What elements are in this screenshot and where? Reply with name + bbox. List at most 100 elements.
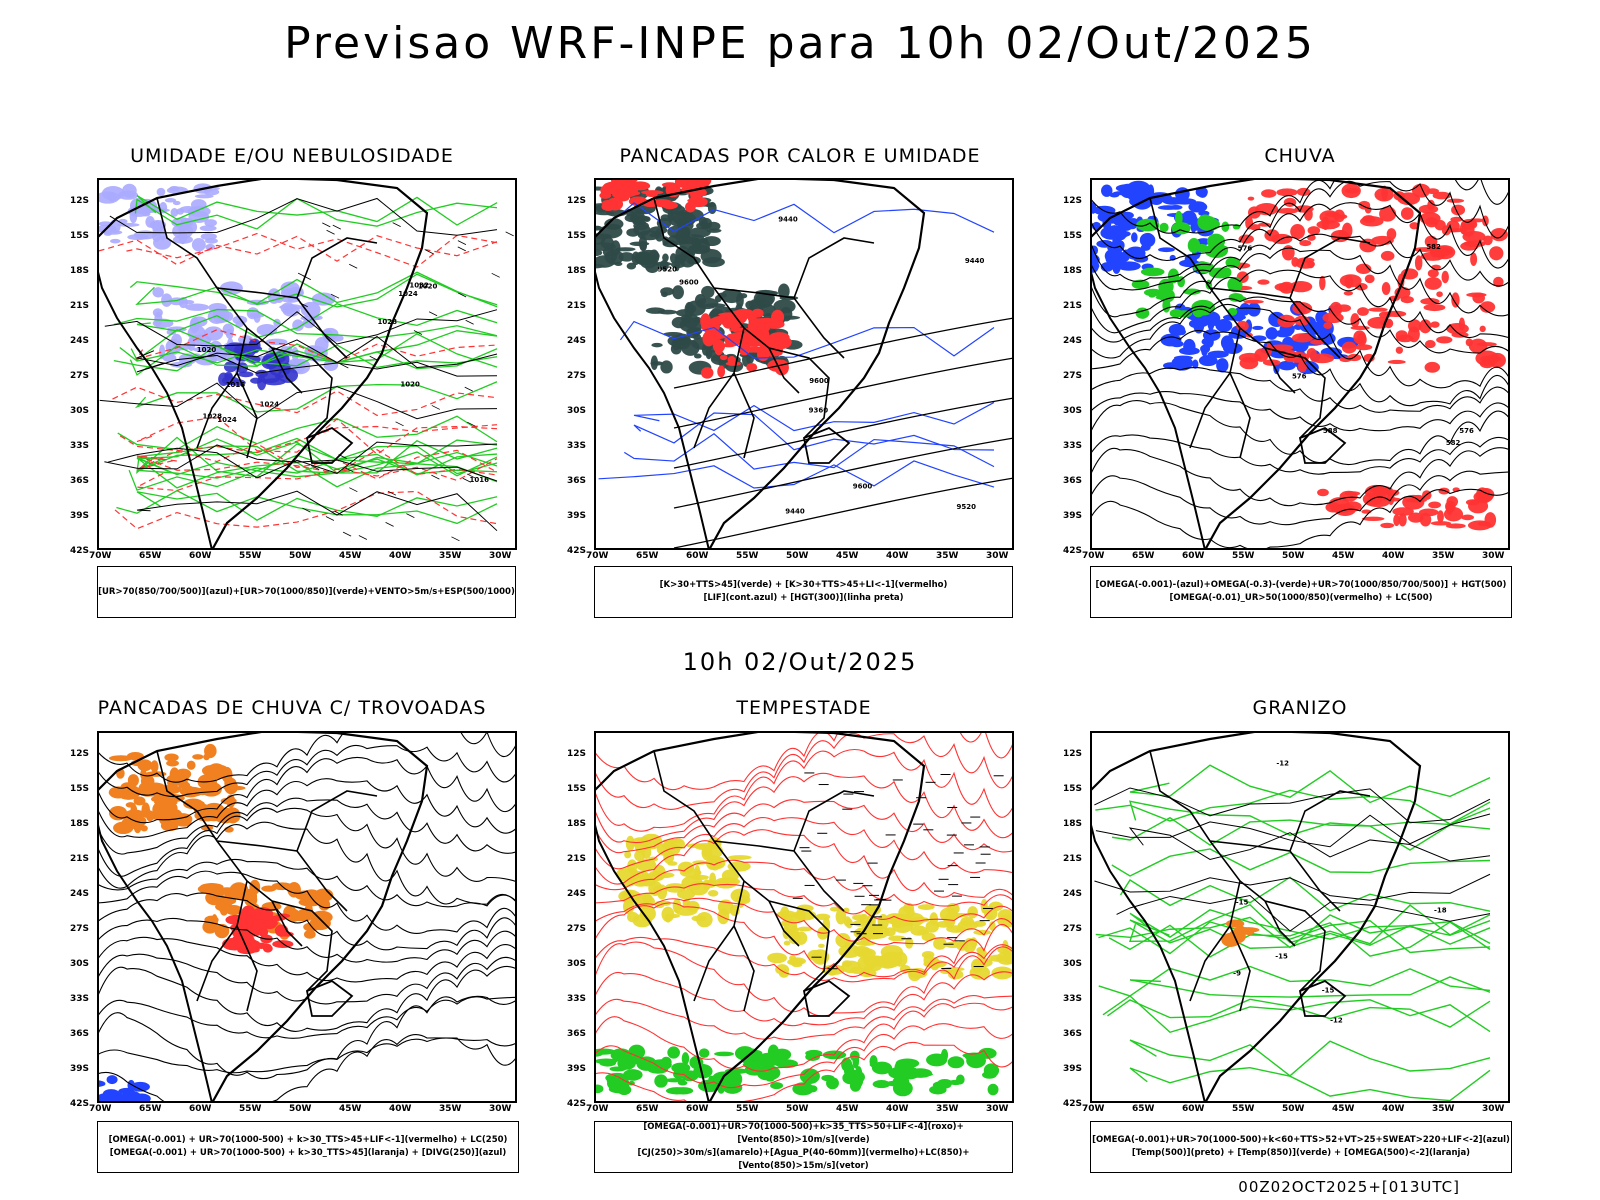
thunder-red-area <box>245 924 262 937</box>
wind850-green-area <box>892 1075 910 1087</box>
instability-green-area <box>698 216 708 228</box>
omega-red-area <box>1407 319 1422 333</box>
omega-blue-area <box>1239 303 1251 316</box>
contour-label: 1032 <box>409 282 429 290</box>
lat-tick-label: 42S <box>567 546 587 556</box>
contour-label: -15 <box>1236 899 1249 907</box>
lat-tick-label: 21S <box>70 854 90 864</box>
instability-green-area <box>680 314 692 324</box>
humidity-low-contour <box>117 415 498 451</box>
omega-red-area <box>1482 488 1491 503</box>
omega-red-area <box>1361 516 1385 522</box>
wind850-green-area <box>926 1053 948 1067</box>
hgt500-streamline <box>1090 470 1510 526</box>
instability-green-area <box>701 285 715 299</box>
lc850-streamline <box>594 859 1014 907</box>
thunder-orange-area <box>124 809 146 821</box>
hgt300-contour <box>673 317 1014 389</box>
omega-blue-area <box>1169 205 1183 210</box>
jet-yellow-area <box>665 913 680 919</box>
temp850-contour <box>1129 976 1491 998</box>
wind-vector <box>465 319 474 325</box>
omega-red-area <box>1483 235 1493 246</box>
humidity-blue-area <box>253 312 261 323</box>
lc850-streamline <box>594 941 1014 1017</box>
contour-label: 1020 <box>400 381 420 389</box>
run-timestamp: 00Z02OCT2025+[013UTC] <box>1238 1178 1460 1196</box>
lat-tick-label: 15S <box>70 231 90 241</box>
lat-tick-label: 12S <box>1063 196 1083 206</box>
jet-yellow-area <box>690 874 709 881</box>
thunder-orange-area <box>108 755 133 762</box>
wind-vector <box>325 516 335 521</box>
lon-tick-label: 50W <box>1282 1104 1305 1114</box>
lat-tick-label: 36S <box>567 476 587 486</box>
lc250-streamline <box>97 965 517 1032</box>
lat-tick-label: 30S <box>1063 959 1083 969</box>
wind850-green-area <box>956 1074 965 1085</box>
thunder-orange-area <box>133 819 142 834</box>
instability-green-area <box>629 241 650 247</box>
omega-red-area <box>1341 183 1361 199</box>
omega-red-area <box>1437 510 1444 523</box>
wind-vector <box>369 355 378 361</box>
omega-red-area <box>1381 185 1388 201</box>
wind850-green-area <box>727 1071 743 1088</box>
temp850-contour <box>1095 914 1491 949</box>
lat-tick-label: 21S <box>567 854 587 864</box>
lon-tick-label: 35W <box>439 551 462 561</box>
wind850-green-area <box>947 1056 965 1069</box>
omega-blue-area <box>1115 184 1138 193</box>
lon-tick-label: 60W <box>189 1104 212 1114</box>
humidity-blue-area <box>199 225 217 232</box>
jet-yellow-area <box>696 911 713 928</box>
instability-red-area <box>722 317 740 325</box>
wind850-green-area <box>628 1044 646 1060</box>
instability-red-area <box>601 202 616 211</box>
hgt500-streamline <box>1090 488 1510 550</box>
thunder-orange-area <box>139 817 147 826</box>
map-trovoadas <box>97 731 517 1103</box>
lat-tick-label: 33S <box>567 441 587 451</box>
jet-yellow-area <box>721 869 739 882</box>
lc850-streamline <box>594 971 1014 1027</box>
wind-vector <box>310 465 320 470</box>
thunder-orange-area <box>166 760 179 767</box>
humidity-blue-area <box>171 333 182 347</box>
humidity-blue-area <box>189 317 200 333</box>
omega-blue-area <box>1223 342 1243 355</box>
legend-line: [OMEGA(-0.01)_UR>50(1000/850)(vermelho) … <box>1169 593 1433 603</box>
wind-vector <box>466 473 476 479</box>
omega-blue-area <box>1177 328 1187 336</box>
humidity-low-contour <box>136 194 498 226</box>
country-borders <box>653 750 875 1012</box>
instability-green-area <box>700 237 709 244</box>
omega-blue-area <box>1207 350 1229 358</box>
omega-red-area <box>1423 303 1446 312</box>
lon-tick-label: 30W <box>489 1104 512 1114</box>
humidity-dark-area <box>265 360 278 369</box>
thunder-orange-area <box>296 908 314 922</box>
temp850-contour <box>1098 965 1491 997</box>
instability-red-area <box>738 342 751 356</box>
thunder-red-area <box>246 915 266 920</box>
temp850-contour <box>1129 800 1491 836</box>
contour-label: 576 <box>1459 427 1474 435</box>
hgt500-streamline <box>1090 202 1510 282</box>
lat-tick-label: 33S <box>70 441 90 451</box>
hgt500-streamline <box>1090 400 1510 466</box>
jet-yellow-area <box>625 835 635 852</box>
omega-red-area <box>1445 523 1466 529</box>
instability-red-area <box>685 201 696 213</box>
instability-green-area <box>693 353 702 359</box>
omega-red-area <box>1341 341 1357 354</box>
country-borders <box>1149 197 1371 459</box>
wind-vector <box>349 263 358 269</box>
omega500-orange-area <box>1225 919 1245 928</box>
wind850-green-area <box>650 1059 672 1071</box>
thunder-orange-area <box>150 760 159 773</box>
omega-red-area <box>1430 521 1452 526</box>
lat-tick-label: 27S <box>1063 371 1083 381</box>
instability-red-area <box>717 365 726 378</box>
omega-blue-area <box>1163 362 1179 370</box>
